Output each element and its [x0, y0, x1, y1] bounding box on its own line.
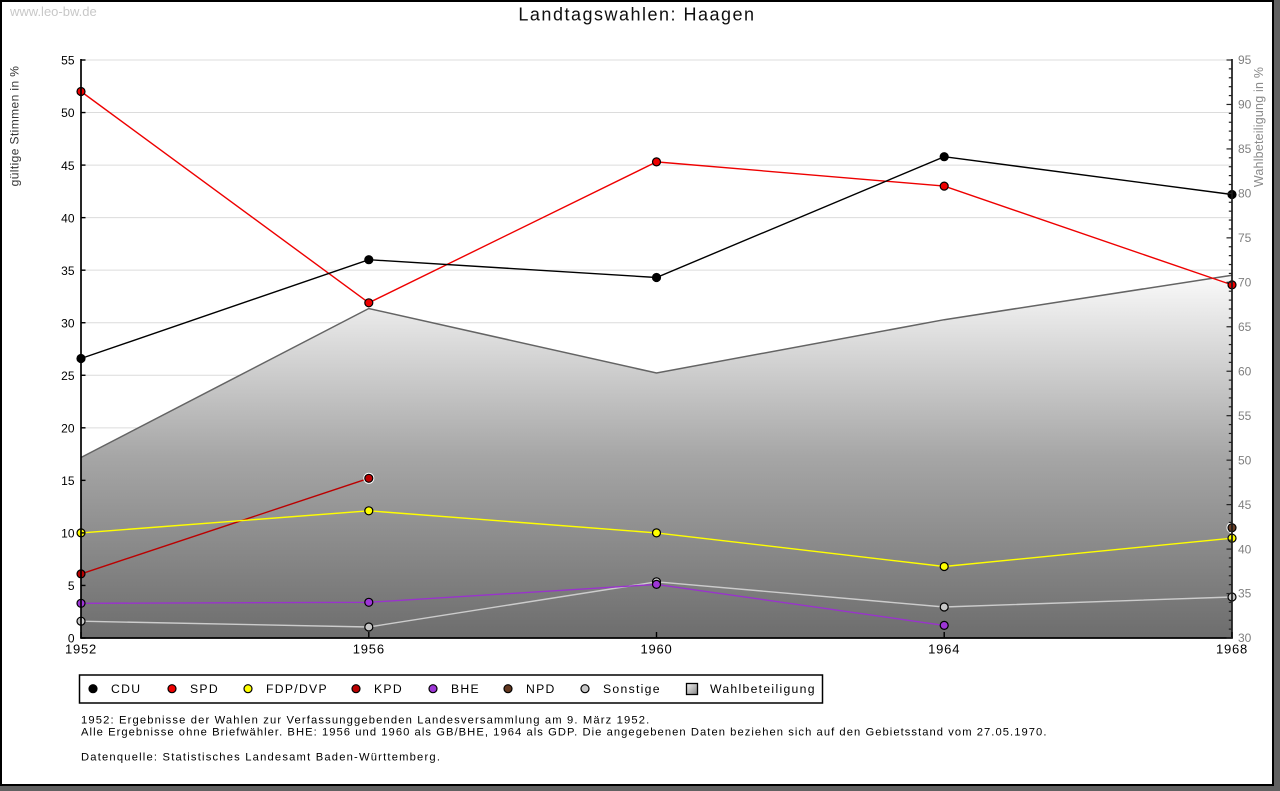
svg-text:45: 45	[1238, 498, 1252, 512]
svg-text:80: 80	[1238, 187, 1252, 201]
svg-text:60: 60	[1238, 364, 1252, 378]
svg-text:FDP/DVP: FDP/DVP	[266, 682, 328, 696]
svg-text:35: 35	[1238, 587, 1252, 601]
svg-text:1956: 1956	[353, 642, 385, 657]
svg-text:25: 25	[61, 369, 75, 383]
svg-text:50: 50	[61, 106, 75, 120]
svg-text:gültige Stimmen in %: gültige Stimmen in %	[8, 66, 22, 187]
svg-text:0: 0	[68, 632, 75, 646]
svg-text:75: 75	[1238, 231, 1252, 245]
svg-text:40: 40	[61, 211, 75, 225]
svg-text:10: 10	[61, 527, 75, 541]
svg-text:CDU: CDU	[111, 682, 141, 696]
svg-text:KPD: KPD	[374, 682, 403, 696]
svg-text:20: 20	[61, 422, 75, 436]
svg-text:30: 30	[61, 316, 75, 330]
svg-text:55: 55	[1238, 409, 1252, 423]
svg-text:1960: 1960	[640, 642, 672, 657]
svg-text:1968: 1968	[1216, 642, 1248, 657]
svg-text:Wahlbeteiligung in %: Wahlbeteiligung in %	[1252, 67, 1266, 187]
svg-text:50: 50	[1238, 453, 1252, 467]
svg-text:Wahlbeteiligung: Wahlbeteiligung	[710, 682, 816, 696]
svg-text:55: 55	[61, 54, 75, 68]
svg-text:1964: 1964	[928, 642, 960, 657]
svg-text:70: 70	[1238, 276, 1252, 290]
svg-text:SPD: SPD	[190, 682, 219, 696]
svg-text:NPD: NPD	[526, 682, 556, 696]
svg-text:Landtagswahlen: Haagen: Landtagswahlen: Haagen	[518, 5, 755, 25]
svg-text:BHE: BHE	[451, 682, 480, 696]
svg-text:95: 95	[1238, 53, 1252, 67]
svg-text:65: 65	[1238, 320, 1252, 334]
svg-text:40: 40	[1238, 542, 1252, 556]
svg-text:1952: 1952	[65, 642, 97, 657]
svg-text:Sonstige: Sonstige	[603, 682, 661, 696]
svg-text:5: 5	[68, 579, 75, 593]
svg-text:Alle Ergebnisse ohne Briefwähl: Alle Ergebnisse ohne Briefwähler. BHE: 1…	[81, 727, 1048, 739]
svg-text:45: 45	[61, 159, 75, 173]
svg-text:85: 85	[1238, 142, 1252, 156]
svg-text:www.leo-bw.de: www.leo-bw.de	[9, 4, 97, 19]
svg-text:15: 15	[61, 474, 75, 488]
svg-text:35: 35	[61, 264, 75, 278]
svg-text:30: 30	[1238, 631, 1252, 645]
svg-text:90: 90	[1238, 98, 1252, 112]
svg-text:1952: Ergebnisse der Wahlen zu: 1952: Ergebnisse der Wahlen zur Verfassu…	[81, 715, 650, 727]
svg-text:Datenquelle: Statistisches Lan: Datenquelle: Statistisches Landesamt Bad…	[81, 752, 441, 764]
